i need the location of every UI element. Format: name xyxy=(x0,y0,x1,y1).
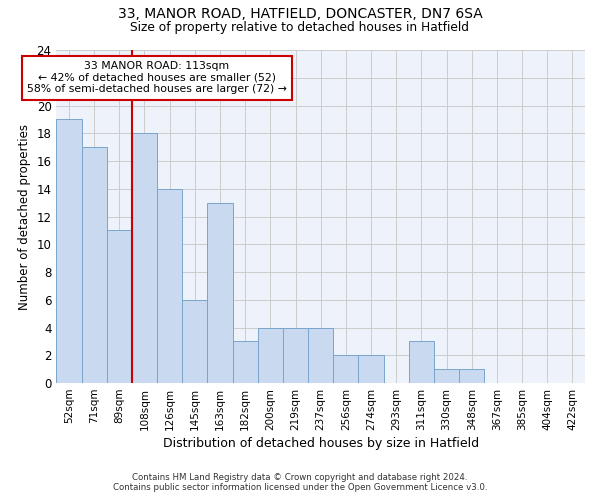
Bar xyxy=(208,202,233,383)
Bar xyxy=(157,189,182,383)
Bar xyxy=(182,300,208,383)
Bar xyxy=(333,356,358,383)
Text: Contains HM Land Registry data © Crown copyright and database right 2024.
Contai: Contains HM Land Registry data © Crown c… xyxy=(113,473,487,492)
Bar xyxy=(233,342,258,383)
Bar xyxy=(283,328,308,383)
Bar xyxy=(132,134,157,383)
Bar xyxy=(409,342,434,383)
Bar xyxy=(82,147,107,383)
Text: 33, MANOR ROAD, HATFIELD, DONCASTER, DN7 6SA: 33, MANOR ROAD, HATFIELD, DONCASTER, DN7… xyxy=(118,8,482,22)
Bar xyxy=(459,369,484,383)
Bar xyxy=(258,328,283,383)
Bar xyxy=(434,369,459,383)
X-axis label: Distribution of detached houses by size in Hatfield: Distribution of detached houses by size … xyxy=(163,437,479,450)
Bar xyxy=(107,230,132,383)
Text: Size of property relative to detached houses in Hatfield: Size of property relative to detached ho… xyxy=(131,21,470,34)
Text: 33 MANOR ROAD: 113sqm
← 42% of detached houses are smaller (52)
58% of semi-deta: 33 MANOR ROAD: 113sqm ← 42% of detached … xyxy=(27,61,287,94)
Bar xyxy=(308,328,333,383)
Bar xyxy=(56,120,82,383)
Bar xyxy=(358,356,383,383)
Y-axis label: Number of detached properties: Number of detached properties xyxy=(18,124,31,310)
